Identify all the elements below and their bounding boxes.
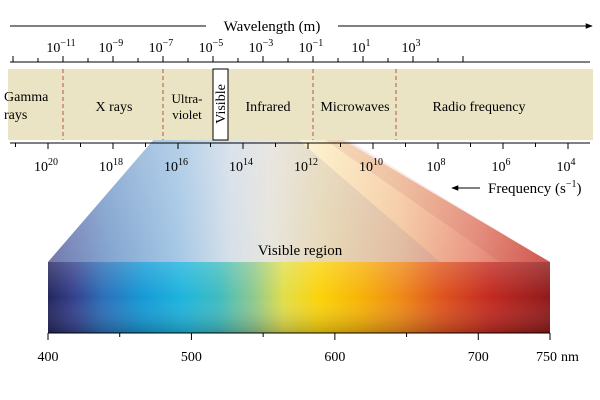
frequency-tick-labels: 1020 1018 1016 1014 1012 1010 108 106 10… (34, 157, 576, 175)
radio-label: Radio frequency (433, 100, 526, 115)
infrared-label: Infrared (245, 100, 290, 115)
microwaves-label: Microwaves (320, 100, 389, 115)
visible-spectrum-shade (48, 262, 550, 333)
nm-tick-label: 400 (38, 350, 59, 365)
nm-tick-label: 750 nm (536, 350, 579, 365)
visible-slice (212, 68, 229, 141)
fq-tick-label: 1010 (359, 157, 383, 175)
fq-tick-label: 1012 (294, 157, 318, 175)
xray-label: X rays (96, 100, 133, 115)
wl-tick-label: 103 (402, 38, 421, 56)
nm-tick-label: 700 (468, 350, 489, 365)
wl-tick-label: 10−7 (149, 38, 174, 56)
fq-tick-label: 1014 (229, 157, 253, 175)
visible-region-title: Visible region (258, 243, 343, 259)
frequency-axis: 1020 1018 1016 1014 1012 1010 108 106 10… (10, 142, 590, 197)
spectrum-band-background (8, 69, 593, 140)
visible-tick-labels: 400 500 600 700 750 nm (38, 350, 580, 365)
spectrum-band (8, 68, 593, 141)
fq-tick-label: 104 (557, 157, 576, 175)
wavelength-tick-marks (12, 56, 464, 62)
wl-tick-label: 10−5 (199, 38, 224, 56)
gamma-label-line1: Gamma (4, 90, 49, 105)
uv-label-line2: violet (172, 107, 202, 122)
frequency-axis-title: Frequency (s−1) (488, 179, 582, 197)
wl-tick-label: 10−1 (299, 38, 324, 56)
nm-tick-label: 600 (324, 350, 345, 365)
gamma-label-line2: rays (4, 108, 27, 123)
nm-tick-label: 500 (181, 350, 202, 365)
fq-tick-label: 1020 (34, 157, 58, 175)
fq-tick-label: 106 (492, 157, 511, 175)
frequency-tick-marks (15, 143, 569, 149)
uv-label-line1: Ultra- (171, 91, 202, 106)
fq-tick-label: 108 (427, 157, 446, 175)
wl-tick-label: 101 (352, 38, 371, 56)
fq-tick-label: 1016 (164, 157, 188, 175)
visible-region: Visible region 400 500 600 700 750 nm (38, 243, 580, 365)
visible-tick-marks (47, 333, 551, 340)
wl-tick-label: 10−11 (46, 38, 75, 56)
visible-label: Visible (214, 84, 229, 124)
wavelength-axis-title: Wavelength (m) (224, 19, 321, 35)
wavelength-axis: Wavelength (m) 10−11 10−9 10−7 10−5 10−3… (10, 19, 593, 63)
wl-tick-label: 10−9 (99, 38, 124, 56)
region-labels: Gamma rays X rays Ultra- violet Visible … (4, 84, 525, 124)
fq-tick-label: 1018 (99, 157, 123, 175)
wavelength-tick-labels: 10−11 10−9 10−7 10−5 10−3 10−1 101 103 (46, 38, 420, 56)
wl-tick-label: 10−3 (249, 38, 274, 56)
